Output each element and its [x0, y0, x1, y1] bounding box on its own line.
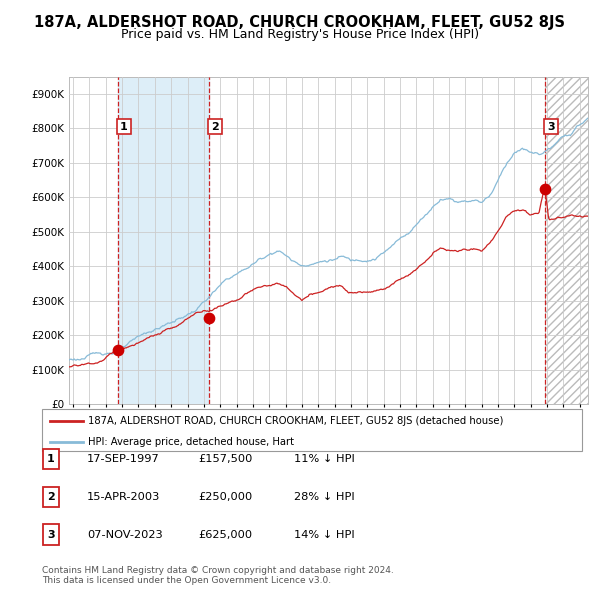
Text: 17-SEP-1997: 17-SEP-1997 — [87, 454, 160, 464]
Point — [204, 313, 214, 323]
FancyBboxPatch shape — [43, 449, 59, 469]
Text: £250,000: £250,000 — [198, 492, 252, 502]
FancyBboxPatch shape — [43, 487, 59, 507]
Text: 2: 2 — [211, 122, 219, 132]
Text: £157,500: £157,500 — [198, 454, 253, 464]
Text: 07-NOV-2023: 07-NOV-2023 — [87, 530, 163, 539]
Text: 2: 2 — [47, 492, 55, 502]
Text: Contains HM Land Registry data © Crown copyright and database right 2024.
This d: Contains HM Land Registry data © Crown c… — [42, 566, 394, 585]
Point — [540, 184, 550, 194]
Bar — [118, 77, 209, 404]
Text: 187A, ALDERSHOT ROAD, CHURCH CROOKHAM, FLEET, GU52 8JS (detached house): 187A, ALDERSHOT ROAD, CHURCH CROOKHAM, F… — [88, 416, 503, 426]
Text: 1: 1 — [47, 454, 55, 464]
FancyBboxPatch shape — [42, 409, 582, 451]
Text: HPI: Average price, detached house, Hart: HPI: Average price, detached house, Hart — [88, 437, 294, 447]
Text: 3: 3 — [47, 530, 55, 539]
Point — [113, 345, 122, 355]
Text: 3: 3 — [547, 122, 555, 132]
Text: 14% ↓ HPI: 14% ↓ HPI — [294, 530, 355, 539]
Bar — [545, 77, 600, 404]
Text: £625,000: £625,000 — [198, 530, 252, 539]
Text: Price paid vs. HM Land Registry's House Price Index (HPI): Price paid vs. HM Land Registry's House … — [121, 28, 479, 41]
FancyBboxPatch shape — [43, 525, 59, 545]
Text: 187A, ALDERSHOT ROAD, CHURCH CROOKHAM, FLEET, GU52 8JS: 187A, ALDERSHOT ROAD, CHURCH CROOKHAM, F… — [35, 15, 566, 30]
Text: 15-APR-2003: 15-APR-2003 — [87, 492, 160, 502]
Text: 11% ↓ HPI: 11% ↓ HPI — [294, 454, 355, 464]
Text: 28% ↓ HPI: 28% ↓ HPI — [294, 492, 355, 502]
Text: 1: 1 — [120, 122, 128, 132]
